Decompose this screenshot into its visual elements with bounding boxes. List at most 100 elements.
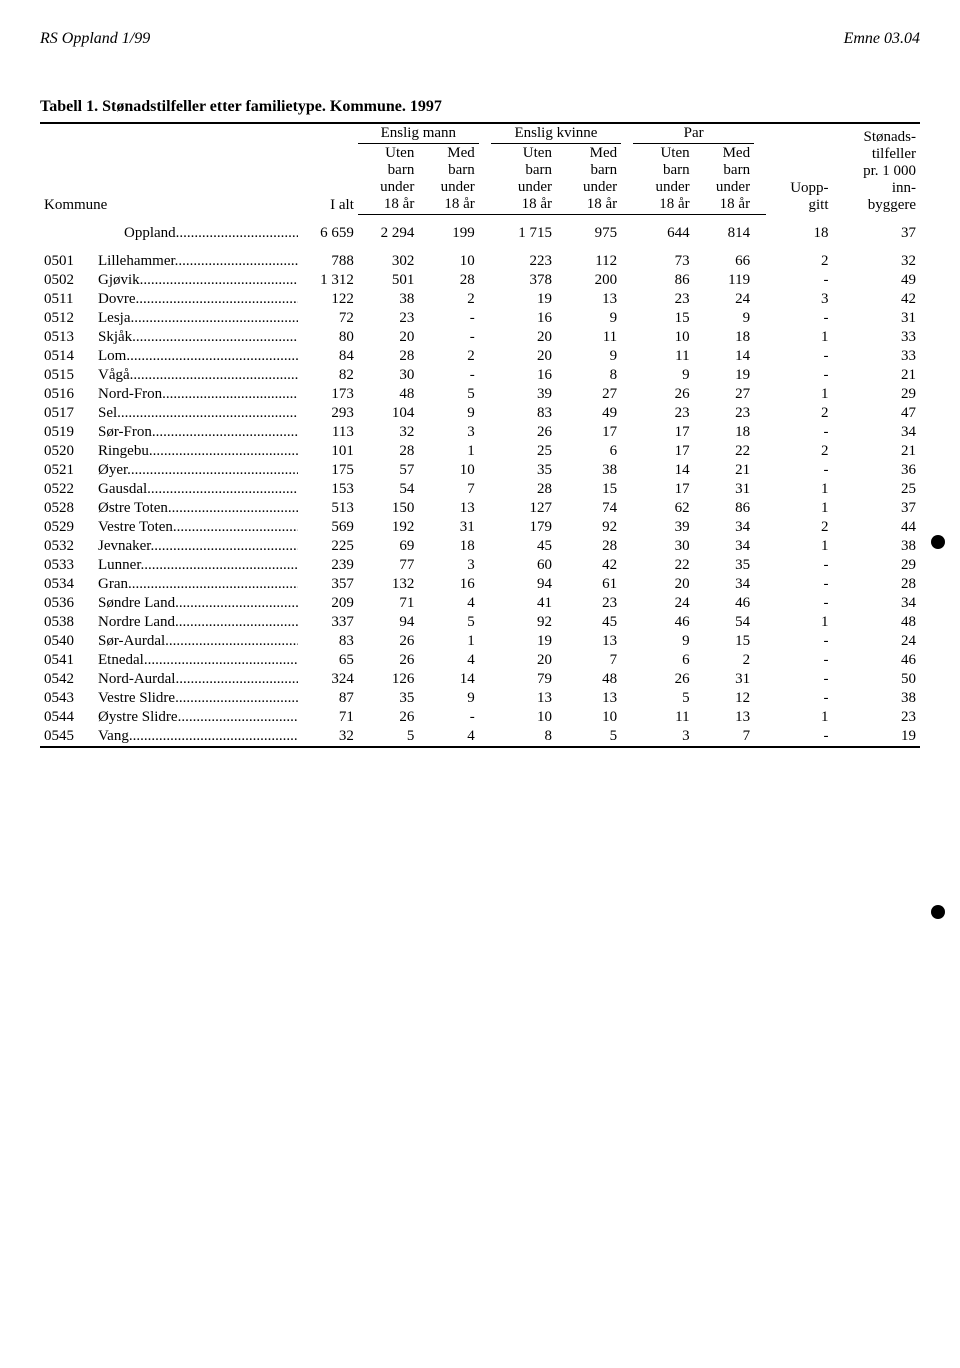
gap [621,499,633,518]
col-par-uten: Uten barn under 18 år [633,144,693,215]
cell-value: 9 [418,689,478,708]
cell-value: 26 [358,632,418,651]
cell-value: 18 [694,328,754,347]
cell-value: 79 [491,670,556,689]
cell-value: 65 [298,651,358,670]
cell-value: 127 [491,499,556,518]
cell-value: 23 [358,309,418,328]
cell-value: 10 [491,708,556,727]
gap [479,480,491,499]
cell-value: - [766,670,832,689]
cell-value: 24 [833,632,920,651]
municipality-name: Nord-Aurdal.............................… [94,670,298,689]
gap [754,632,766,651]
cell-value: 6 [556,442,621,461]
cell-value: 975 [556,215,621,253]
cell-value: 28 [358,442,418,461]
gap [621,518,633,537]
cell-value: 31 [694,480,754,499]
gap [621,632,633,651]
cell-value: 150 [358,499,418,518]
cell-value: 25 [491,442,556,461]
cell-value: 42 [833,290,920,309]
cell-value: 4 [418,651,478,670]
cell-value: 9 [633,632,693,651]
cell-value: 28 [491,480,556,499]
gap [754,651,766,670]
cell-value: 1 [418,442,478,461]
gap [479,442,491,461]
gap [754,708,766,727]
gap [621,347,633,366]
cell-value: 7 [556,651,621,670]
municipality-name: Lunner..................................… [94,556,298,575]
cell-value: 2 [418,290,478,309]
cell-value: 1 [766,708,832,727]
cell-value: 27 [556,385,621,404]
cell-value: 45 [491,537,556,556]
cell-value: - [766,271,832,290]
cell-value: 112 [556,252,621,271]
cell-value: 66 [694,252,754,271]
cell-value: 15 [694,632,754,651]
cell-value: 38 [556,461,621,480]
cell-value: 38 [833,689,920,708]
cell-value: 3 [766,290,832,309]
cell-value: 17 [556,423,621,442]
gap [479,556,491,575]
cell-value: 14 [694,347,754,366]
cell-value: 9 [556,309,621,328]
cell-value: 200 [556,271,621,290]
cell-value: - [766,309,832,328]
municipality-name: Vestre Slidre...........................… [94,689,298,708]
gap [479,499,491,518]
margin-dot-icon [931,905,945,919]
cell-value: 28 [556,537,621,556]
cell-value: - [766,556,832,575]
cell-value: 19 [694,366,754,385]
cell-value: - [766,651,832,670]
cell-value: 10 [556,708,621,727]
cell-value: 5 [633,689,693,708]
gap [479,385,491,404]
gap [621,423,633,442]
cell-value: 20 [491,347,556,366]
gap [479,461,491,480]
cell-value: 45 [556,613,621,632]
municipality-code: 0521 [40,461,94,480]
cell-value: 82 [298,366,358,385]
cell-value: - [766,366,832,385]
cell-value: 46 [694,594,754,613]
cell-value: 192 [358,518,418,537]
cell-value: 8 [556,366,621,385]
cell-value: 38 [358,290,418,309]
municipality-name: Sel.....................................… [94,404,298,423]
gap [754,271,766,290]
cell-value: 26 [358,708,418,727]
cell-value: 31 [694,670,754,689]
cell-value: 378 [491,271,556,290]
gap [754,461,766,480]
gap [621,309,633,328]
table-row: 0538Nordre Land.........................… [40,613,920,632]
cell-value: 60 [491,556,556,575]
table-row: 0513Skjåk...............................… [40,328,920,347]
cell-value: 1 312 [298,271,358,290]
cell-value: - [418,708,478,727]
cell-value: 23 [694,404,754,423]
data-table: Kommune I alt Enslig mann Enslig kvinne … [40,122,920,748]
gap [479,366,491,385]
cell-value: - [766,727,832,747]
cell-value: 28 [358,347,418,366]
municipality-code: 0522 [40,480,94,499]
cell-value: 2 [766,518,832,537]
cell-value: 39 [633,518,693,537]
cell-value: 104 [358,404,418,423]
gap [754,215,766,253]
cell-value: - [766,689,832,708]
cell-value: 19 [491,290,556,309]
table-row: 0542Nord-Aurdal.........................… [40,670,920,689]
municipality-name: Lom.....................................… [94,347,298,366]
gap [754,594,766,613]
cell-value: 32 [298,727,358,747]
